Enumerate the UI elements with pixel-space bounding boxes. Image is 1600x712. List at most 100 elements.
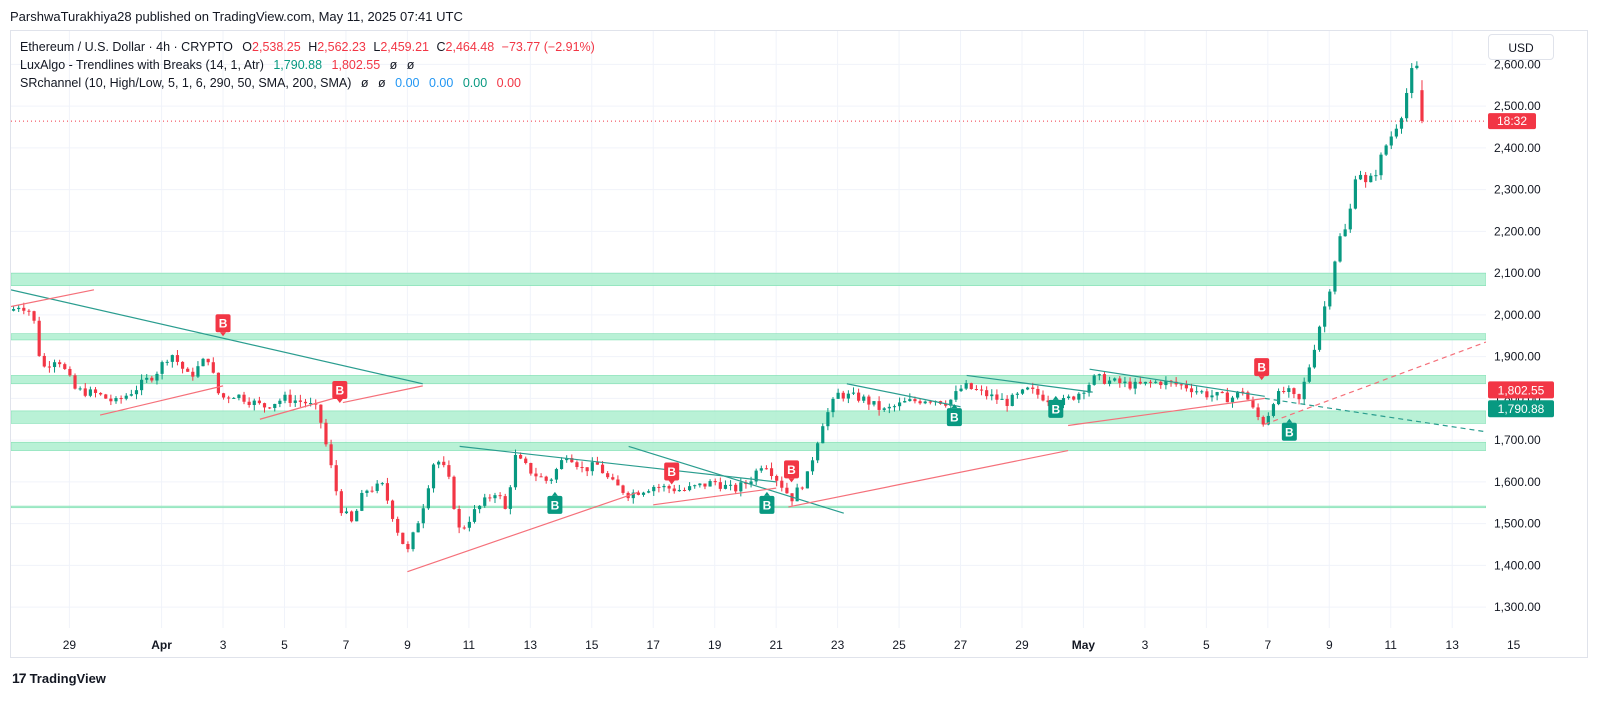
candle: [775, 474, 779, 487]
candle: [119, 395, 123, 404]
candle: [298, 394, 302, 408]
candle-body: [877, 401, 881, 410]
candle-body: [201, 358, 205, 367]
luxalgo-value-2: 1,802.55: [331, 58, 381, 72]
candle: [1015, 392, 1019, 399]
candle: [857, 388, 861, 403]
candle: [867, 394, 871, 410]
candle: [780, 476, 784, 492]
candle-body: [810, 460, 815, 472]
candle: [140, 374, 144, 396]
candle: [160, 360, 164, 380]
candle: [472, 504, 477, 524]
candle: [908, 393, 912, 402]
candle: [452, 475, 456, 510]
x-tick-label: 29: [63, 638, 77, 652]
candle-body: [1082, 392, 1086, 394]
candle-body: [1220, 392, 1224, 394]
candle-body: [954, 391, 958, 400]
plot-area: B B B B B B B B B B: [11, 61, 1486, 573]
candle-body: [442, 461, 446, 466]
candle: [1215, 391, 1219, 401]
candle: [1297, 393, 1301, 405]
candle-body: [1389, 136, 1393, 146]
chart-frame: [10, 30, 1588, 658]
candle-body: [682, 489, 687, 491]
x-tick-label: 9: [404, 638, 411, 652]
candle-body: [1358, 174, 1363, 180]
candle-body: [406, 543, 410, 550]
candle: [667, 484, 671, 494]
candle: [416, 520, 420, 533]
candle-body: [882, 408, 886, 410]
candle-body: [37, 320, 41, 356]
candle-body: [841, 392, 845, 399]
candle-body: [1323, 306, 1327, 327]
candle-body: [780, 480, 784, 488]
candle-body: [390, 500, 395, 519]
candle-body: [759, 468, 763, 471]
candle-body: [872, 401, 876, 405]
candle: [1358, 170, 1363, 181]
candle: [821, 423, 825, 444]
candle: [68, 366, 72, 377]
candle-body: [1312, 349, 1317, 368]
candle-body: [344, 511, 349, 514]
candle: [544, 475, 548, 484]
candle-body: [667, 485, 671, 489]
candle: [534, 467, 538, 482]
candle: [698, 483, 702, 488]
candle: [744, 480, 748, 489]
candle: [329, 439, 333, 469]
candle: [1189, 383, 1194, 398]
candle: [611, 473, 615, 481]
candle: [805, 471, 809, 489]
high-value: 2,562.23: [317, 40, 366, 54]
candle-body: [1000, 398, 1004, 400]
candle: [575, 460, 579, 470]
break-label-box: [946, 408, 962, 427]
candle-body: [1410, 68, 1414, 93]
break-label-arrow: [763, 491, 770, 496]
luxalgo-upper-badge: 1,802.55: [1498, 383, 1545, 397]
candle-body: [621, 485, 625, 493]
candle: [1000, 393, 1004, 400]
candle: [11, 305, 16, 312]
candle: [1020, 388, 1025, 395]
candle: [1113, 377, 1117, 382]
candle: [288, 389, 292, 407]
candle: [585, 467, 589, 477]
candle-body: [329, 444, 333, 466]
break-label-text: B: [667, 465, 676, 479]
candle-body: [892, 406, 897, 408]
candle-body: [1159, 381, 1163, 386]
candle: [1230, 395, 1235, 408]
currency-button[interactable]: USD: [1488, 34, 1554, 60]
x-tick-label: 15: [1507, 638, 1521, 652]
candle: [134, 385, 139, 400]
break-label-box: [664, 462, 680, 481]
y-tick-label: 1,900.00: [1494, 350, 1541, 364]
candle-body: [114, 398, 118, 402]
candle-body: [452, 476, 456, 509]
candle-body: [1379, 154, 1383, 176]
sr-zone-5: [11, 505, 1486, 509]
break-label-bearish: B: [1254, 358, 1270, 381]
break-label-bearish: B: [215, 314, 231, 337]
candle: [191, 367, 195, 381]
candle-body: [119, 398, 123, 400]
candle: [1343, 223, 1347, 237]
candle: [216, 372, 221, 395]
break-label-bullish: B: [759, 491, 775, 514]
candle-body: [1133, 381, 1137, 389]
candle: [360, 489, 364, 512]
candle-body: [1374, 175, 1378, 177]
candle-body: [237, 394, 241, 398]
candle: [882, 407, 886, 412]
candle: [211, 357, 215, 374]
break-label-text: B: [950, 411, 959, 425]
candle-body: [1399, 118, 1404, 129]
candle-body: [851, 392, 856, 394]
candle: [380, 482, 384, 486]
